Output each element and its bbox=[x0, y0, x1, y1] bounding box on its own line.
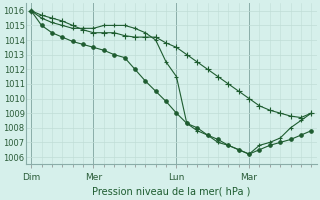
X-axis label: Pression niveau de la mer( hPa ): Pression niveau de la mer( hPa ) bbox=[92, 187, 251, 197]
